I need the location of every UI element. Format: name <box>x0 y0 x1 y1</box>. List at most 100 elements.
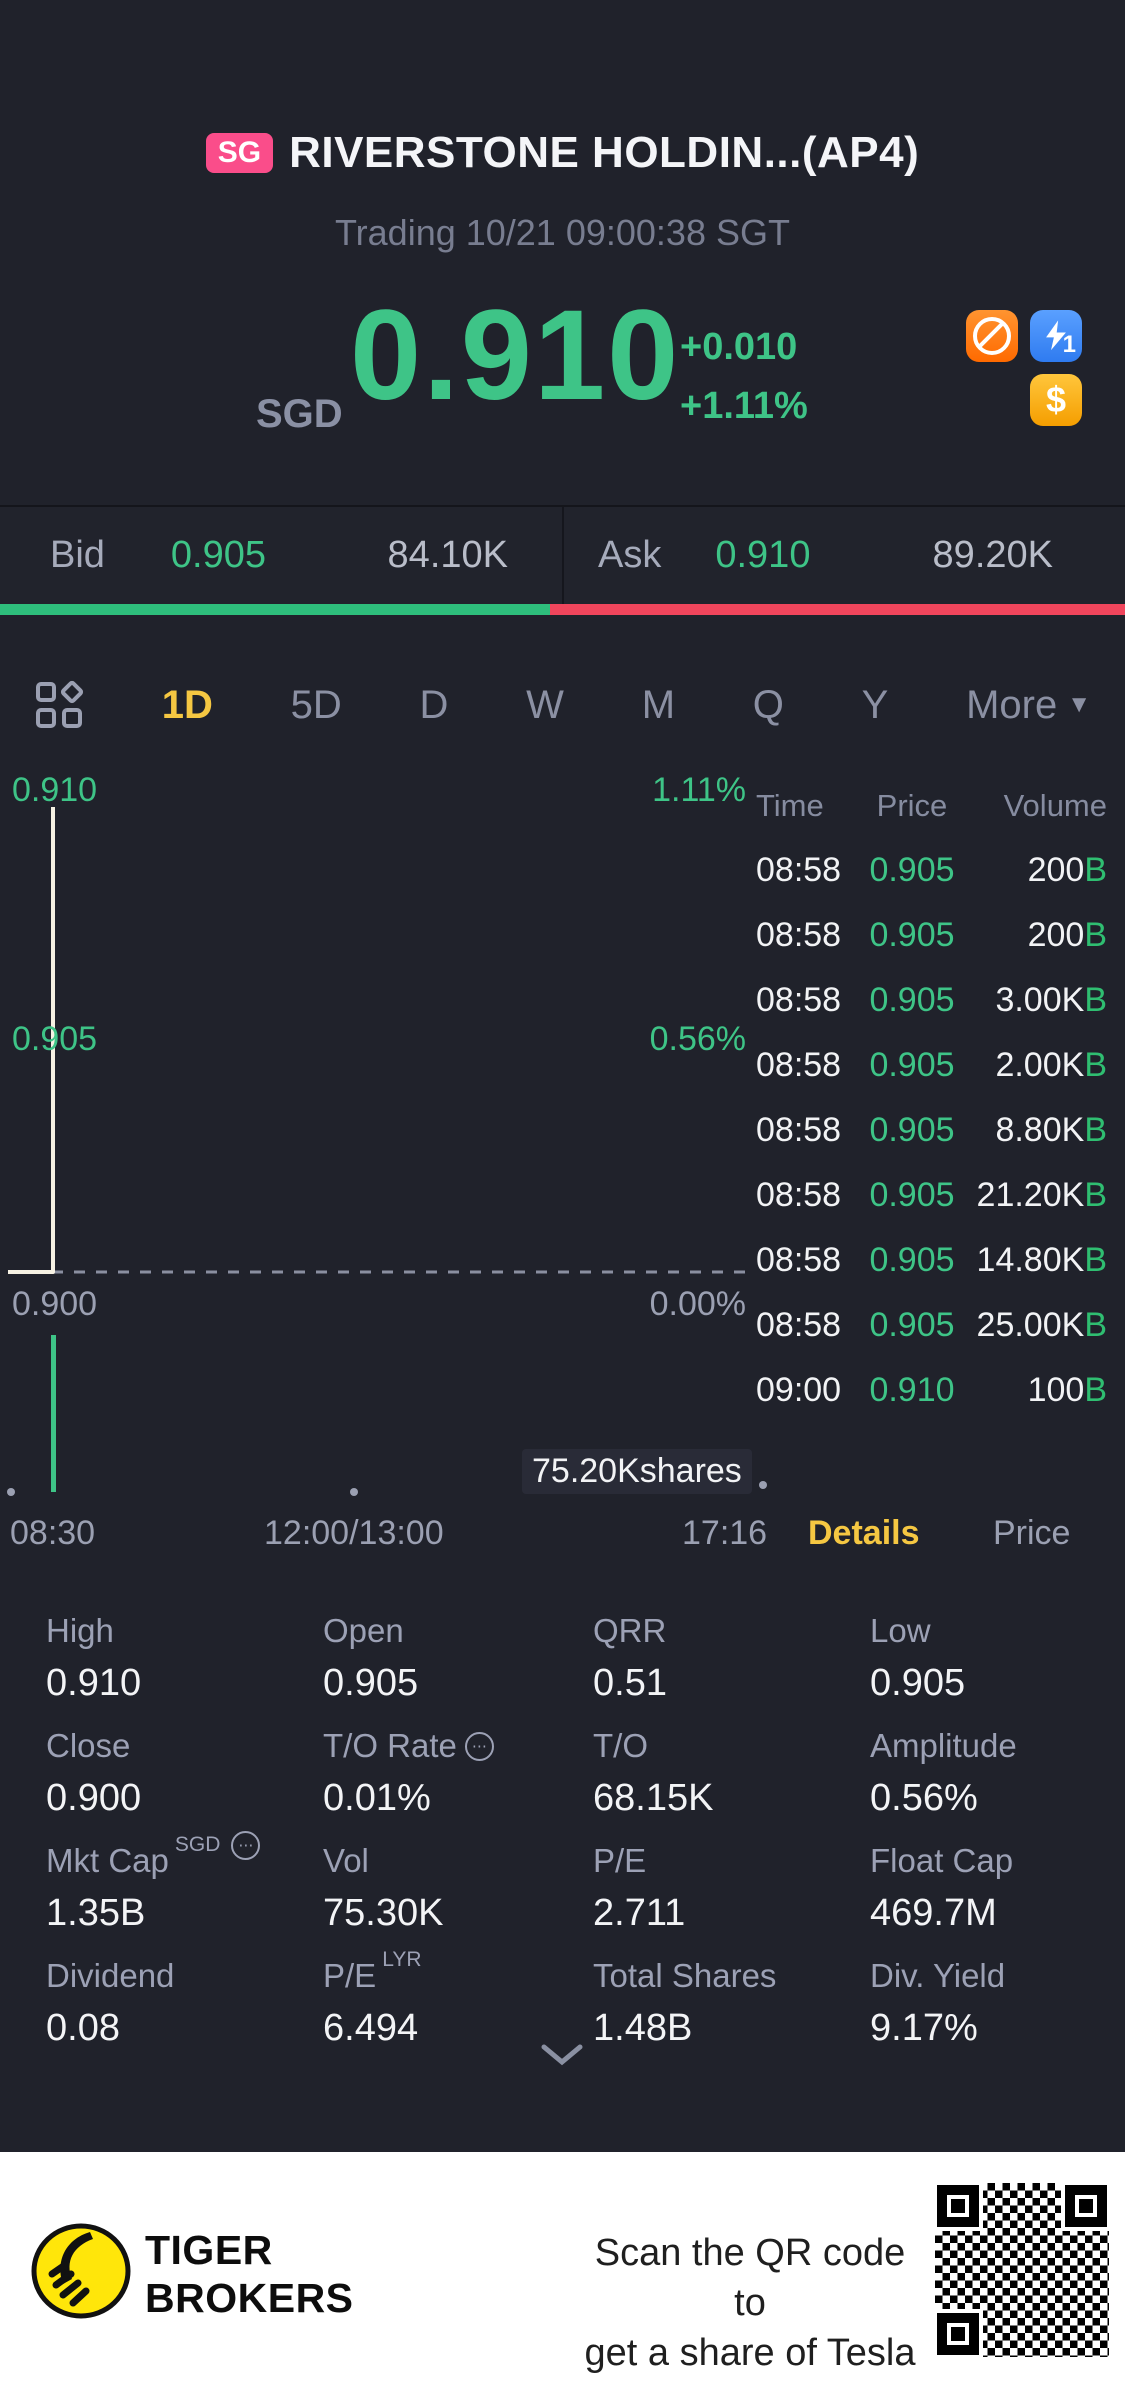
price-axis-high: 0.910 <box>12 771 98 809</box>
trade-volume: 3.00KB <box>995 981 1107 1019</box>
stat-close: Close 0.900 <box>46 1727 142 1819</box>
trade-row[interactable]: 08:58 0.905 2.00KB <box>756 1033 1107 1098</box>
trade-ticker-table[interactable]: Time Price Volume 08:58 0.905 200B 08:58… <box>756 770 1107 1423</box>
tab-price[interactable]: Price <box>993 1514 1071 1552</box>
trade-volume: 2.00KB <box>995 1046 1107 1084</box>
lightning-glyph <box>1046 320 1066 351</box>
trading-status: Trading 10/21 09:00:38 SGT <box>335 212 790 253</box>
stat-amplitude: Amplitude 0.56% <box>870 1727 1017 1819</box>
tab-year[interactable]: Y <box>861 682 889 727</box>
stat-float-cap: Float Cap 469.7M <box>870 1842 1014 1934</box>
last-price: 0.910 <box>350 284 681 427</box>
stat-open: Open 0.905 <box>323 1612 419 1704</box>
trade-row[interactable]: 08:58 0.905 8.80KB <box>756 1098 1107 1163</box>
trade-row[interactable]: 08:58 0.905 3.00KB <box>756 968 1107 1033</box>
tab-details[interactable]: Details <box>808 1514 920 1552</box>
price-line <box>8 807 55 1274</box>
stat-high: High 0.910 <box>46 1612 142 1704</box>
tiger-logo <box>31 2223 131 2319</box>
bid-label: Bid <box>50 534 105 576</box>
trade-time: 08:58 <box>756 1046 842 1084</box>
header: SG RIVERSTONE HOLDIN...(AP4) <box>0 128 1125 178</box>
stat-pe-lyr: P/E LYR 6.494 <box>323 1948 422 2049</box>
trade-row[interactable]: 08:58 0.905 200B <box>756 903 1107 968</box>
trade-volume: 21.20KB <box>976 1176 1107 1214</box>
expand-chevron-icon[interactable] <box>540 2044 584 2066</box>
tab-month[interactable]: M <box>641 682 676 727</box>
tab-1d[interactable]: 1D <box>161 682 213 727</box>
trade-time: 08:58 <box>756 1241 842 1279</box>
trade-row[interactable]: 08:58 0.905 25.00KB <box>756 1293 1107 1358</box>
trade-time: 09:00 <box>756 1371 842 1409</box>
time-axis-noon: 12:00/13:00 <box>264 1514 444 1552</box>
price-change-block: +0.010 +1.11% <box>680 326 808 428</box>
trade-time: 08:58 <box>756 1176 842 1214</box>
time-axis-close: 17:16 <box>682 1514 768 1552</box>
dollar-glyph: $ <box>1045 379 1067 420</box>
stat-low: Low 0.905 <box>870 1612 966 1704</box>
tab-more[interactable]: More ▼ <box>966 683 1091 728</box>
cash-icon[interactable]: $ <box>1030 374 1082 426</box>
trade-time: 08:58 <box>756 1306 842 1344</box>
price-change-pct: +1.11% <box>680 385 808 427</box>
price-change: +0.010 <box>680 326 798 368</box>
no-trade-icon[interactable] <box>966 310 1018 362</box>
trade-price: 0.905 <box>869 1241 955 1279</box>
axis-dot <box>7 1488 15 1496</box>
trade-volume: 100B <box>1027 1371 1107 1409</box>
trade-price: 0.905 <box>869 916 955 954</box>
flash-level-badge: 1 <box>1062 331 1076 358</box>
trade-price: 0.905 <box>869 1306 955 1344</box>
qr-finder <box>1065 2185 1107 2227</box>
brand-name: TIGER BROKERS <box>145 2227 354 2322</box>
trade-time: 08:58 <box>756 1111 842 1149</box>
stock-title: RIVERSTONE HOLDIN...(AP4) <box>289 128 920 177</box>
trade-row[interactable]: 08:58 0.905 200B <box>756 838 1107 903</box>
tab-day[interactable]: D <box>419 682 449 727</box>
chart-layout-icon[interactable] <box>34 680 84 730</box>
trade-price: 0.905 <box>869 981 955 1019</box>
bid-ask-ratio-bar <box>0 604 1125 615</box>
stat-qrr: QRR 0.51 <box>593 1612 667 1704</box>
chart-canvas <box>7 807 767 1496</box>
time-axis-open: 08:30 <box>10 1514 96 1552</box>
bid-price: 0.905 <box>170 534 267 576</box>
trade-row[interactable]: 08:58 0.905 14.80KB <box>756 1228 1107 1293</box>
trade-time: 08:58 <box>756 851 842 889</box>
stat-to-rate: T/O Rate ⋯ 0.01% <box>323 1727 593 1842</box>
trade-volume: 200B <box>1027 851 1107 889</box>
tab-5d[interactable]: 5D <box>290 682 342 727</box>
tab-week[interactable]: W <box>526 682 564 727</box>
qr-code <box>931 2179 1113 2361</box>
stat-total-shares: Total Shares 1.48B <box>593 1957 777 2049</box>
volume-tooltip: 75.20Kshares <box>522 1449 752 1494</box>
bid-ask-panel[interactable]: Bid 0.905 84.10K Ask 0.910 89.20K <box>0 505 1125 615</box>
ask-label: Ask <box>598 534 662 576</box>
info-icon[interactable]: ⋯ <box>231 1830 261 1860</box>
tab-quarter[interactable]: Q <box>752 682 784 727</box>
ask-volume: 89.20K <box>932 534 1053 576</box>
trade-row[interactable]: 09:00 0.910 100B <box>756 1358 1107 1423</box>
trade-price: 0.905 <box>869 1046 955 1084</box>
axis-dot <box>759 1481 767 1489</box>
trade-row[interactable]: 08:58 0.905 21.20KB <box>756 1163 1107 1228</box>
promo-banner[interactable]: TIGER BROKERS Scan the QR code to get a … <box>0 2152 1125 2392</box>
qr-caption: Scan the QR code to get a share of Tesla <box>584 2232 916 2375</box>
axis-dot <box>350 1488 358 1496</box>
pct-axis-high: 1.11% <box>652 771 746 809</box>
price-axis-mid: 0.905 <box>12 1020 98 1058</box>
trade-price: 0.905 <box>869 1176 955 1214</box>
flash-quote-icon[interactable]: 1 <box>1030 310 1082 362</box>
trades-header: Time Price Volume <box>756 784 1107 828</box>
trade-volume: 14.80KB <box>976 1241 1107 1279</box>
trade-volume: 200B <box>1027 916 1107 954</box>
stat-to: T/O 68.15K <box>593 1727 714 1819</box>
stat-pe: P/E 2.711 <box>593 1842 686 1934</box>
more-label: More <box>966 682 1058 727</box>
market-badge: SG <box>205 133 274 173</box>
intraday-chart[interactable]: 0.910 1.11% 0.905 0.56% 0.900 0.00% 75.2… <box>0 755 1125 1507</box>
info-icon[interactable]: ⋯ <box>464 1731 494 1761</box>
bid-section[interactable]: Bid 0.905 84.10K <box>0 507 562 604</box>
trades-header-time: Time <box>756 788 824 823</box>
ask-section[interactable]: Ask 0.910 89.20K <box>562 507 1125 604</box>
